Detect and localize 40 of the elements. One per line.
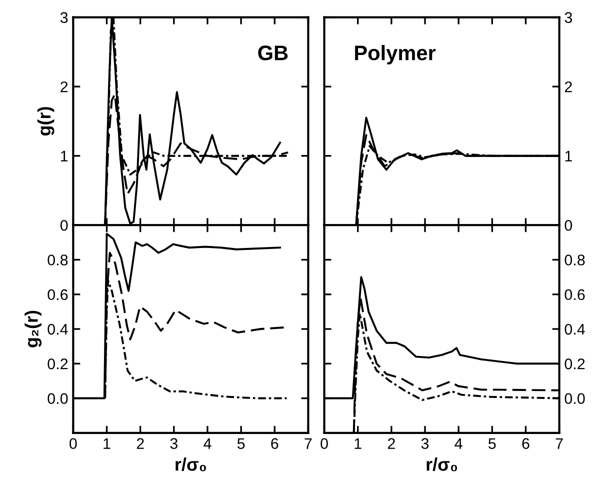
y-tick-label: 0 [564, 220, 572, 231]
y-axis-title: g₂(r) [24, 310, 42, 348]
x-tick-label: 1 [104, 438, 110, 449]
y-tick-label: 0.8 [564, 254, 585, 266]
y-tick-label: 1 [60, 150, 68, 162]
x-tick-label: 3 [421, 438, 429, 449]
annotation: GB [258, 46, 288, 60]
x-tick-label: 7 [304, 438, 312, 449]
x-tick-label: 5 [237, 438, 245, 449]
y-tick-label: 0.8 [48, 254, 68, 266]
y-tick-label: 3 [60, 12, 68, 23]
y-tick-label: 0.4 [564, 324, 585, 335]
x-tick-label: 0 [320, 438, 328, 449]
x-tick-label: 4 [204, 438, 212, 449]
x-tick-label: 4 [454, 438, 462, 449]
x-tick-label: 0 [70, 438, 77, 449]
x-tick-label: 6 [271, 438, 278, 449]
x-axis-title: r/σ₀ [176, 458, 206, 472]
y-tick-label: 2 [564, 81, 572, 92]
x-tick-label: 3 [170, 438, 178, 449]
y-tick-label: 0.6 [564, 289, 585, 300]
x-tick-label: 2 [136, 438, 144, 449]
x-tick-label: 7 [556, 438, 563, 449]
y-tick-label: 0.4 [48, 324, 68, 335]
y-tick-label: 0.2 [48, 358, 68, 370]
y-tick-label: 0.6 [48, 289, 68, 300]
y-tick-label: 0.2 [564, 358, 585, 370]
y-axis-title: g(r) [37, 107, 54, 136]
y-tick-label: 0 [60, 220, 68, 231]
annotation: Polymer [355, 45, 436, 64]
x-tick-label: 6 [522, 438, 530, 449]
x-axis-title: r/σ₀ [426, 458, 458, 472]
y-tick-label: 3 [564, 12, 572, 23]
x-tick-label: 5 [488, 438, 496, 449]
y-tick-label: 2 [60, 81, 68, 92]
x-tick-label: 1 [354, 438, 362, 449]
y-tick-label: 0.0 [48, 393, 68, 404]
x-tick-label: 2 [388, 438, 395, 449]
y-tick-label: 0.0 [564, 393, 585, 404]
y-tick-label: 1 [565, 150, 572, 162]
